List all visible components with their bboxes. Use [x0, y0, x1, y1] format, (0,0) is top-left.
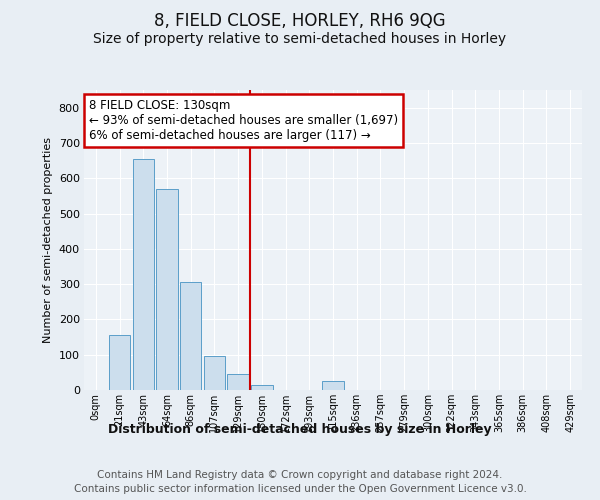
Bar [204, 356, 225, 390]
Bar [157, 189, 178, 390]
Bar [251, 384, 272, 390]
Bar [180, 282, 202, 390]
Y-axis label: Number of semi-detached properties: Number of semi-detached properties [43, 137, 53, 343]
Text: 8, FIELD CLOSE, HORLEY, RH6 9QG: 8, FIELD CLOSE, HORLEY, RH6 9QG [154, 12, 446, 30]
Bar [322, 381, 344, 390]
Text: Size of property relative to semi-detached houses in Horley: Size of property relative to semi-detach… [94, 32, 506, 46]
Text: Contains HM Land Registry data © Crown copyright and database right 2024.
Contai: Contains HM Land Registry data © Crown c… [74, 470, 526, 494]
Bar [109, 336, 130, 390]
Bar [133, 159, 154, 390]
Text: 8 FIELD CLOSE: 130sqm
← 93% of semi-detached houses are smaller (1,697)
6% of se: 8 FIELD CLOSE: 130sqm ← 93% of semi-deta… [89, 99, 398, 142]
Bar [227, 374, 249, 390]
Text: Distribution of semi-detached houses by size in Horley: Distribution of semi-detached houses by … [108, 422, 492, 436]
